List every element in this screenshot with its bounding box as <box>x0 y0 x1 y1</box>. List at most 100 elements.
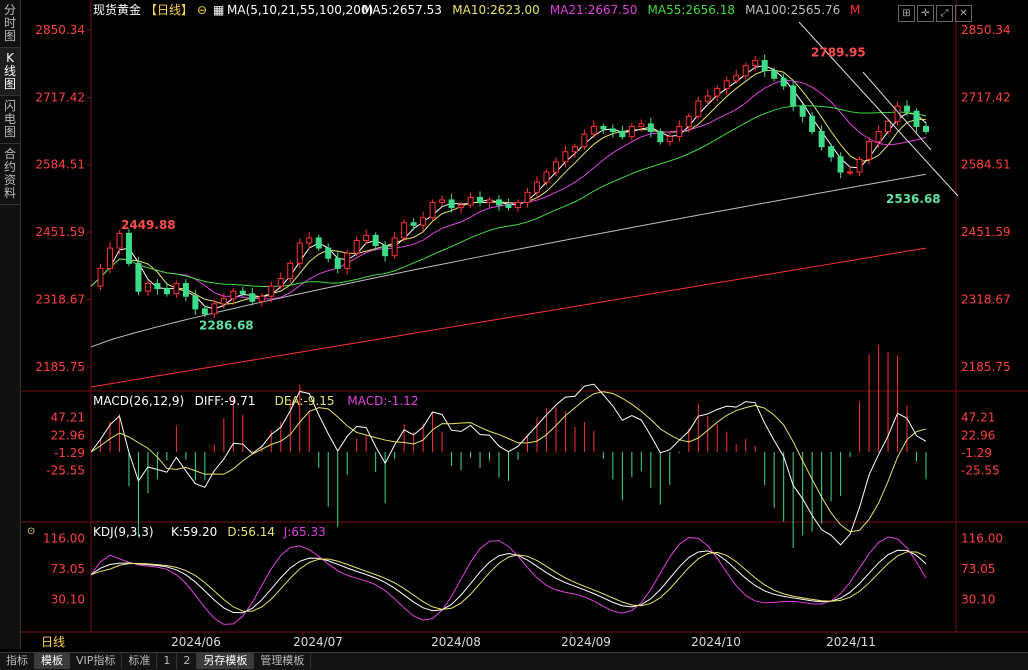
ma-value-label: M <box>850 3 860 17</box>
candle-body <box>809 115 816 133</box>
candle-body <box>714 87 721 97</box>
candle-body <box>106 247 113 269</box>
candle-body <box>514 201 521 209</box>
y-tick-label-left: 2318.67 <box>35 292 85 306</box>
window-controls: ⊞ ✛ ⤢ ✕ <box>896 1 972 22</box>
candle-body <box>771 70 778 79</box>
chart-area: 2850.34 2850.34 2717.42 2717.42 2584.51 2584.… <box>21 0 1028 649</box>
candle-body <box>856 158 863 173</box>
candle-body <box>296 242 303 264</box>
candle-body <box>780 77 787 87</box>
bottom-tab[interactable]: 1 <box>157 653 178 669</box>
bottom-tab[interactable]: 管理模板 <box>254 653 312 669</box>
y-tick-label-right: 2717.42 <box>961 90 1011 104</box>
candle-body <box>695 100 702 117</box>
macd-y-label-right: 22.96 <box>961 428 995 442</box>
candle-body <box>676 125 683 138</box>
candle-body <box>220 298 227 305</box>
macd-diff-line <box>90 383 927 546</box>
candle-body <box>420 217 427 226</box>
candle-body <box>486 199 493 203</box>
candle-body <box>590 125 597 135</box>
ma-value-label: MA5:2657.53 <box>362 3 442 17</box>
candle-body <box>154 283 161 290</box>
macd-y-label-right: 47.21 <box>961 411 995 425</box>
kdj-y-label-right: 73.05 <box>961 562 995 576</box>
x-tick-label: 2024/08 <box>431 635 481 649</box>
candle-body <box>201 308 208 315</box>
bottom-tab[interactable]: VIP指标 <box>70 653 123 669</box>
candle-body <box>581 133 588 148</box>
candle-body <box>268 285 275 297</box>
bottom-tab[interactable]: 模板 <box>35 653 70 669</box>
candle-body <box>875 131 882 143</box>
y-tick-label-left: 2451.59 <box>35 225 85 239</box>
view-tab[interactable]: 闪电图 <box>0 96 20 144</box>
macd-header-text: MACD:-1.12 <box>347 394 418 408</box>
candle-body <box>799 105 806 117</box>
trend-line <box>862 71 932 151</box>
candle-body <box>761 60 768 72</box>
ma-value-label: MA55:2656.18 <box>648 3 736 17</box>
bottom-tab[interactable]: 指标 <box>0 653 35 669</box>
candle-body <box>467 196 474 206</box>
kdj-header-text: J:65.33 <box>283 525 326 539</box>
x-tick-label: 2024/11 <box>826 635 876 649</box>
candle-body <box>866 141 873 160</box>
ma-line-ma5 <box>90 65 927 310</box>
ma-params: MA(5,10,21,55,100,200) <box>227 3 373 17</box>
fullscreen-icon[interactable]: ⤢ <box>936 5 953 22</box>
grid-icon[interactable]: ⊞ <box>898 5 915 22</box>
crosshair-icon[interactable]: ✛ <box>917 5 934 22</box>
candle-body <box>923 125 929 133</box>
y-tick-label-left: 2717.42 <box>35 90 85 104</box>
candle-body <box>837 156 844 173</box>
candle-body <box>325 247 332 259</box>
view-tab[interactable]: 分时图 <box>0 0 20 48</box>
kdj-y-label-left: 30.10 <box>51 592 85 606</box>
x-tick-label: 2024/09 <box>561 635 611 649</box>
bottom-tab[interactable]: 2 <box>177 653 198 669</box>
candle-body <box>505 204 512 209</box>
candle-body <box>439 199 446 203</box>
y-tick-label-left: 2185.75 <box>35 360 85 374</box>
candle-body <box>182 283 189 297</box>
y-tick-label-right: 2185.75 <box>961 360 1011 374</box>
macd-header-text: DEA:-9.15 <box>275 394 335 408</box>
price-annotation: 2536.68 <box>886 192 941 206</box>
macd-y-label-left: -1.29 <box>54 446 85 460</box>
ma-line-ma100 <box>90 173 927 348</box>
candle-body <box>552 161 559 173</box>
kdj-d-line <box>90 551 927 612</box>
kdj-y-label-right: 30.10 <box>961 592 995 606</box>
bottom-tab[interactable]: 另存模板 <box>197 653 255 669</box>
candle-body <box>249 293 256 302</box>
bottom-tab[interactable]: 标准 <box>122 653 158 669</box>
candle-body <box>410 222 417 226</box>
candle-body <box>458 204 465 209</box>
y-tick-label-left: 2850.34 <box>35 23 85 37</box>
kdj-header-text: K:59.20 <box>171 525 217 539</box>
ma-value-label: MA21:2667.50 <box>550 3 638 17</box>
candle-body <box>752 60 759 67</box>
candle-body <box>496 199 503 206</box>
macd-y-label-left: 47.21 <box>51 411 85 425</box>
candle-body <box>704 95 711 102</box>
candle-body <box>913 110 920 127</box>
close-icon[interactable]: ✕ <box>955 5 972 22</box>
price-annotation: 2449.88 <box>121 218 176 232</box>
y-tick-label-right: 2451.59 <box>961 225 1011 239</box>
view-tab[interactable]: 合约资料 <box>0 144 20 205</box>
candle-body <box>382 245 389 257</box>
candle-body <box>258 295 265 302</box>
kdj-y-label-right: 116.00 <box>961 531 1003 545</box>
period-label: 日线 <box>41 635 65 649</box>
candle-body <box>116 232 123 249</box>
candle-body <box>647 123 654 133</box>
candle-body <box>353 239 360 254</box>
candle-body <box>723 80 730 89</box>
y-tick-label-left: 2584.51 <box>35 158 85 172</box>
kdj-j-line <box>90 536 927 625</box>
